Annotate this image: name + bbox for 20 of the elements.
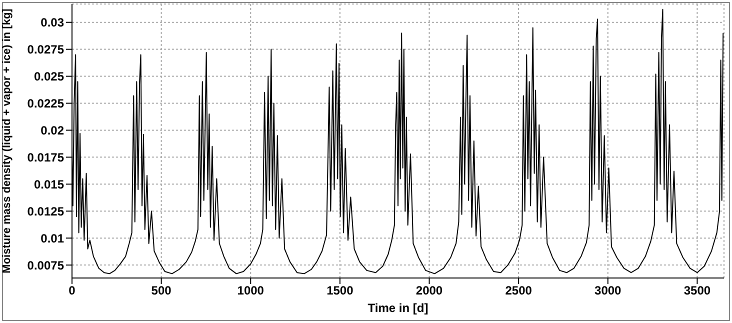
y-tick-label: 0.0275: [27, 42, 64, 57]
x-tick-label: 0: [68, 284, 76, 298]
x-tick-label: 1500: [326, 284, 354, 298]
x-tick-label: 3000: [594, 284, 622, 298]
y-tick-label: 0.0125: [27, 204, 64, 218]
y-tick-label: 0.0225: [27, 96, 64, 111]
y-tick-label: 0.02: [40, 123, 64, 138]
y-tick-label: 0.025: [34, 70, 64, 84]
x-axis-title: Time in [d]: [368, 301, 428, 315]
y-axis-title: Moisture mass density (liquid + vapor + ice) in [kg]: [0, 8, 13, 274]
y-tick-label: 0.0175: [27, 150, 64, 164]
y-tick-label: 0.0075: [27, 258, 64, 272]
y-tick-label: 0.03: [40, 16, 64, 30]
x-tick-label: 500: [151, 284, 172, 298]
x-tick-label: 2000: [416, 284, 443, 298]
y-tick-label: 0.01: [40, 231, 64, 246]
x-tick-label: 1000: [237, 284, 264, 298]
x-tick-label: 3500: [684, 284, 711, 298]
x-tick-label: 2500: [505, 284, 532, 298]
y-tick-label: 0.015: [34, 177, 64, 192]
